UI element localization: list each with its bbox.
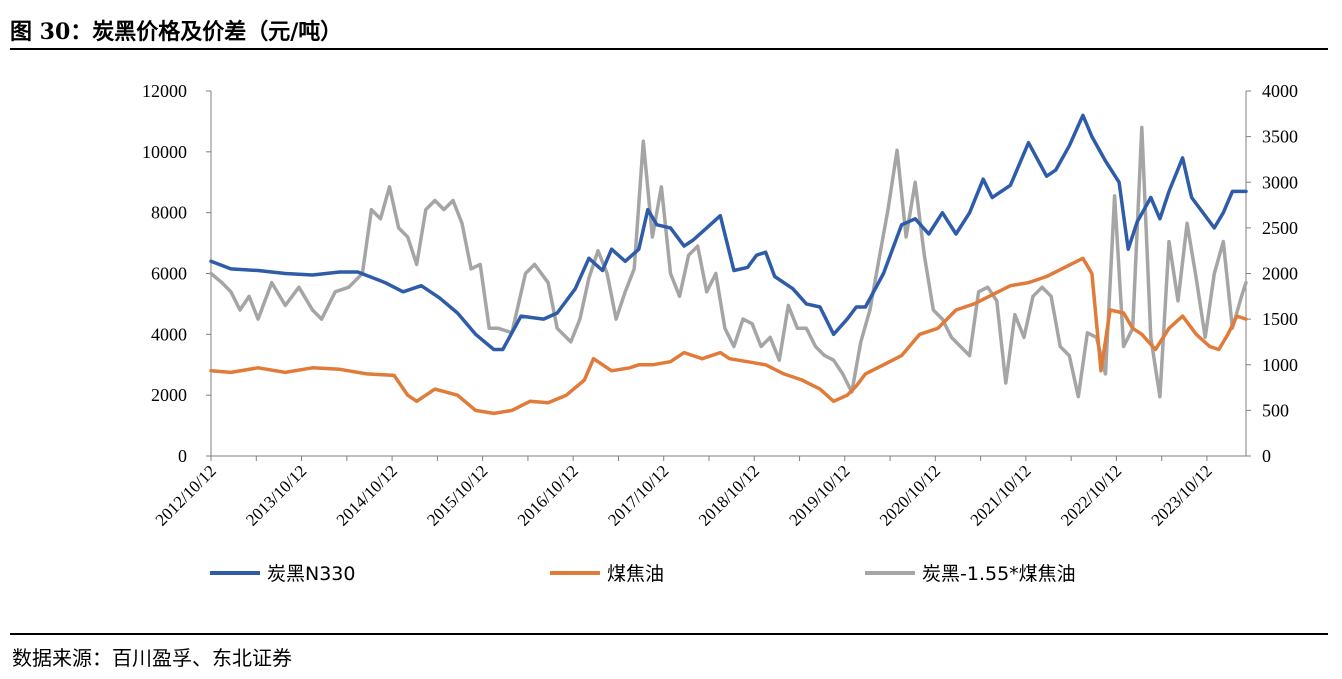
figure-title: 图 30：炭黑价格及价差（元/吨）	[10, 19, 343, 45]
right-y-tick-label: 4000	[1262, 81, 1298, 101]
x-tick-label: 2014/10/12	[333, 461, 401, 529]
right-y-tick-label: 500	[1262, 400, 1289, 420]
left-y-tick-label: 8000	[151, 203, 187, 223]
left-y-tick-label: 4000	[151, 324, 187, 344]
series-line	[209, 113, 1248, 352]
left-y-tick-label: 0	[178, 446, 187, 466]
left-y-tick-label: 10000	[142, 142, 187, 162]
x-tick-label: 2015/10/12	[423, 461, 491, 529]
x-tick-label: 2020/10/12	[876, 461, 944, 529]
top-rule	[10, 48, 1328, 50]
series-line	[209, 256, 1248, 416]
x-tick-label: 2019/10/12	[785, 461, 853, 529]
x-tick-label: 2016/10/12	[514, 461, 582, 529]
chart-legend: 炭黑N330 煤焦油 炭黑-1.55*煤焦油	[210, 563, 1076, 585]
right-y-tick-label: 2000	[1262, 264, 1298, 284]
right-y-tick-label: 3000	[1262, 172, 1298, 192]
right-y-tick-label: 0	[1262, 446, 1271, 466]
bottom-rule	[10, 633, 1328, 635]
x-tick-label: 2013/10/12	[242, 461, 310, 529]
x-tick-label: 2022/10/12	[1057, 461, 1125, 529]
x-tick-label: 2012/10/12	[152, 461, 220, 529]
chart: 0 2000 4000 6000 8000 10000 12000 0 500 1000 1500 2…	[142, 81, 1298, 585]
source-note: 数据来源：百川盈孚、东北证券	[12, 646, 292, 670]
right-y-tick-label: 2500	[1262, 218, 1298, 238]
x-tick-label: 2023/10/12	[1148, 461, 1216, 529]
right-y-tick-label: 1500	[1262, 309, 1298, 329]
legend-label: 煤焦油	[607, 563, 664, 585]
left-y-tick-label: 6000	[151, 264, 187, 284]
left-y-tick-label: 2000	[151, 385, 187, 405]
legend-label: 炭黑N330	[267, 563, 355, 585]
left-y-tick-label: 12000	[142, 81, 187, 101]
right-y-tick-label: 1000	[1262, 355, 1298, 375]
right-y-tick-label: 3500	[1262, 127, 1298, 147]
legend-label: 炭黑-1.55*煤焦油	[922, 563, 1076, 585]
x-tick-label: 2018/10/12	[695, 461, 763, 529]
chart-series	[209, 113, 1248, 416]
x-tick-label: 2017/10/12	[604, 461, 672, 529]
x-tick-label: 2021/10/12	[966, 461, 1034, 529]
series-line	[209, 125, 1248, 399]
